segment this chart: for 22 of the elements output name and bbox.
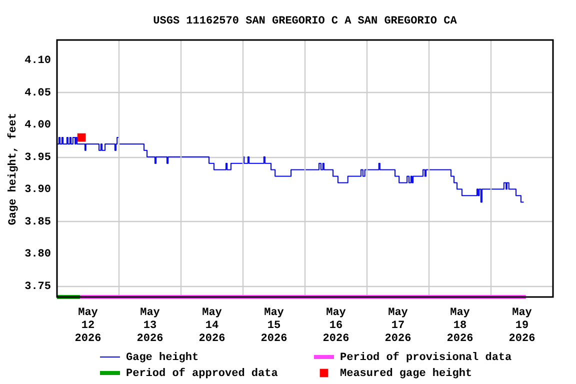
x-tick-label: May 18 2026 <box>446 307 474 345</box>
legend-label: Period of provisional data <box>340 351 512 364</box>
y-tick-label: 3.75 <box>24 281 52 294</box>
y-axis-title: Gage height, feet <box>6 112 20 226</box>
x-tick-label: May 15 2026 <box>260 307 288 345</box>
x-tick-label: May 16 2026 <box>322 307 350 345</box>
y-tick-label: 4.05 <box>24 87 52 100</box>
legend-label: Gage height <box>126 352 199 364</box>
chart-title: USGS 11162570 SAN GREGORIO C A SAN GREGORIO CA <box>153 15 458 28</box>
legend-label: Period of approved data <box>126 367 278 380</box>
y-tick-label: 4.10 <box>24 55 51 68</box>
y-tick-label: 3.95 <box>24 152 52 164</box>
x-tick-label: May 13 2026 <box>136 307 164 345</box>
y-tick-label: 4.00 <box>24 120 51 132</box>
y-tick-label: 3.80 <box>24 248 51 261</box>
x-tick-label: May 14 2026 <box>198 307 226 345</box>
x-tick-label: May 12 2026 <box>74 307 102 345</box>
y-tick-label: 3.90 <box>24 184 51 196</box>
x-tick-label: May 17 2026 <box>384 307 412 345</box>
x-tick-label: May 19 2026 <box>508 307 536 345</box>
y-tick-label: 3.85 <box>24 216 52 228</box>
legend-label: Measured gage height <box>340 368 472 380</box>
